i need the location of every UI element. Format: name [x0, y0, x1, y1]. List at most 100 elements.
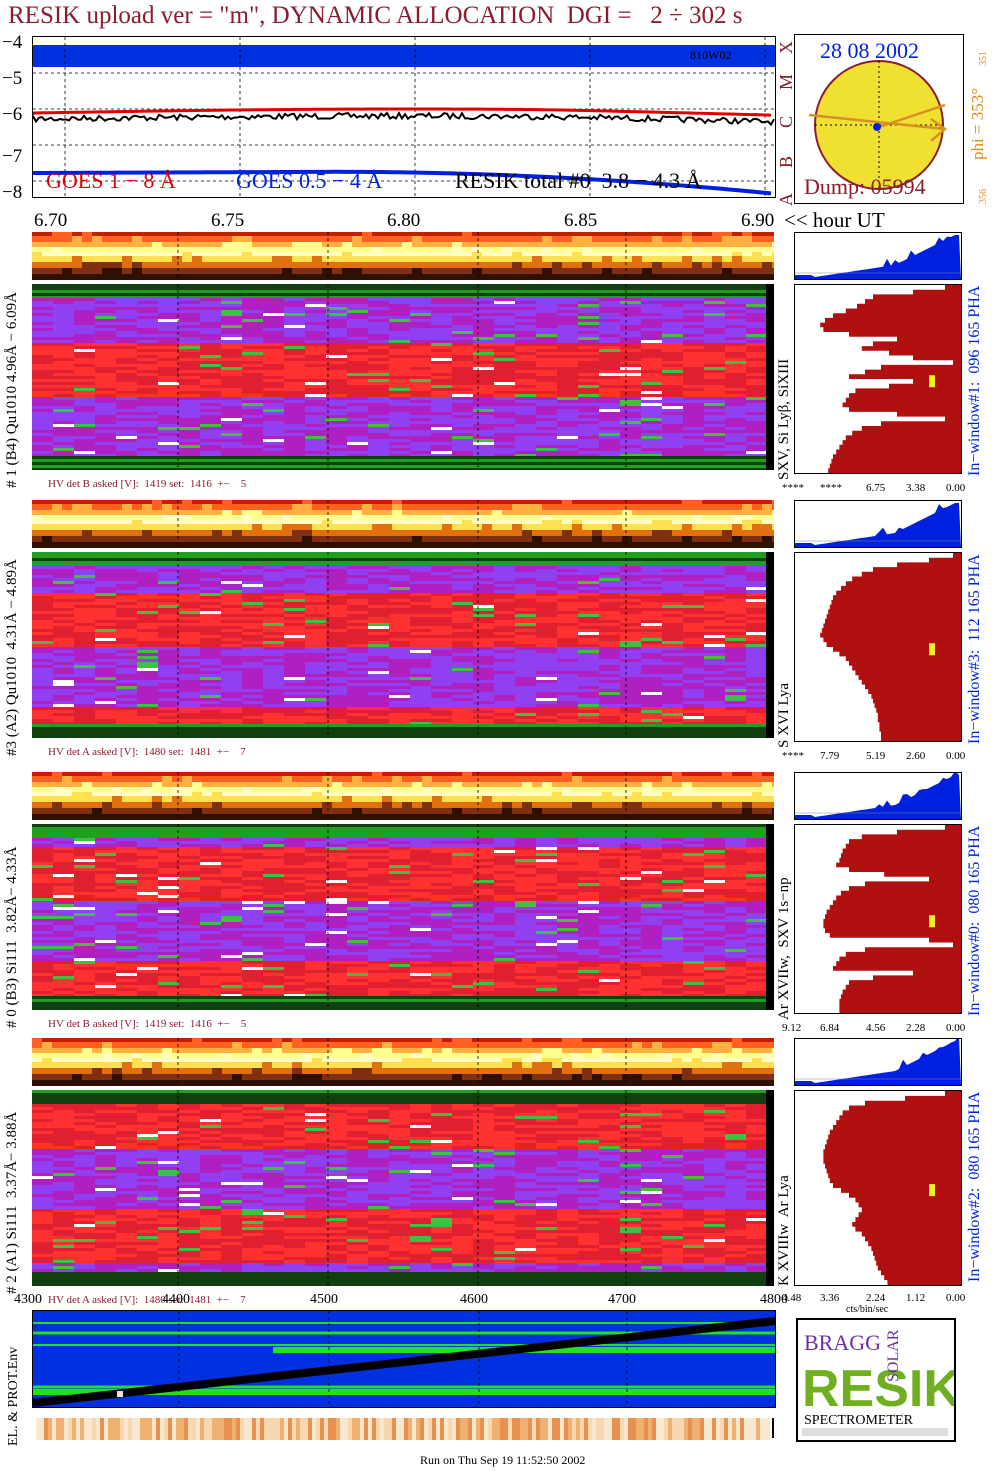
time-tick: 6.80 [387, 210, 420, 232]
hv-status: HV det B asked [V]: 1419 set: 1416 +− 5 [48, 478, 246, 490]
spectrum-strip [32, 232, 774, 280]
profile-area [820, 285, 961, 473]
env-x-tick: 4500 [310, 1292, 338, 1308]
profile-scale-tick: 3.38 [906, 482, 925, 494]
profile-scale-tick: 4.56 [866, 1022, 885, 1034]
goes-y-tick: −6 [2, 104, 22, 126]
profile-scale-tick: 0.00 [946, 750, 965, 762]
spectrogram [32, 284, 774, 470]
profile-scale-tick: 2.24 [866, 1292, 885, 1304]
window-marker [929, 375, 935, 387]
env-x-tick: 4300 [14, 1292, 42, 1308]
window-marker [929, 1184, 935, 1196]
profile-scale-tick: 0.00 [946, 482, 965, 494]
channel-label: #3 (A2) Qu1010 4.31Å − 4.89Å [4, 559, 21, 756]
goes-y-tick: −8 [2, 182, 22, 204]
profile-scale-tick: 0.00 [946, 1022, 965, 1034]
logo-solar-text: SOLAR [885, 1329, 902, 1382]
spectral-lines-label: Ar XVIIw, SXV 1s−np [776, 877, 793, 1020]
time-tick: 6.75 [211, 210, 244, 232]
hv-status: HV det A asked [V]: 1480 set: 1481 +− 7 [48, 746, 246, 758]
spectrogram [32, 1090, 774, 1286]
spectrum-profile [794, 1090, 962, 1286]
pha-histogram [794, 500, 962, 548]
observation-date: 28 08 2002 [820, 38, 919, 64]
channel-label: # 0 (B3) Si111 3.82Å− 4.33Å [4, 846, 21, 1028]
phi-top-value: 351 [978, 51, 989, 66]
goes-y-tick: −4 [2, 32, 22, 54]
goes-band [33, 45, 775, 67]
spectrum-strip [32, 500, 774, 548]
env-x-tick: 4800 [760, 1292, 788, 1308]
profile-area [823, 1091, 961, 1285]
phi-angle: phi = 353° [968, 88, 988, 160]
time-tick: 6.85 [564, 210, 597, 232]
profile-scale-tick: **** [820, 482, 842, 494]
spectrum-profile [794, 824, 962, 1014]
channel-label: # 2 (A1) Si111 3.37Å− 3.88Å [4, 1112, 21, 1294]
hv-status: HV det B asked [V]: 1419 set: 1416 +− 5 [48, 1018, 246, 1030]
window-marker [929, 643, 935, 655]
run-timestamp: Run on Thu Sep 19 11:52:50 2002 [420, 1453, 585, 1468]
profile-scale-tick: 2.28 [906, 1022, 925, 1034]
env-plot [32, 1310, 776, 1408]
spectral-lines-label: S XVI Lya [776, 683, 793, 748]
time-tick: 6.90 [741, 210, 774, 232]
env-strip [36, 1418, 770, 1440]
legend-goes-1-8: GOES 1 − 8 Å [46, 168, 176, 194]
env-rates-chart [33, 1311, 775, 1407]
env-axis-label: EL. & PROT.Env [6, 1347, 22, 1446]
time-unit-label: << hour UT [784, 208, 885, 233]
profile-scale-tick: 9.12 [782, 1022, 801, 1034]
spectrum-strip [32, 772, 774, 820]
env-x-tick: 4600 [460, 1292, 488, 1308]
hv-status: HV det A asked [V]: 1480 set: 1481 +− 7 [48, 1294, 246, 1306]
env-x-tick: 4400 [162, 1292, 190, 1308]
logo-small-text: BRAGG [804, 1330, 881, 1355]
window-label: In−window#1: 096 165 PHA [966, 286, 984, 476]
window-label: In−window#0: 080 165 PHA [966, 826, 984, 1016]
spectral-lines-label: K XVIIIw Ar Lya [776, 1175, 793, 1286]
resik-logo: BRAGG RESIK SOLAR SPECTROMETER [796, 1318, 956, 1442]
window-marker [929, 915, 935, 927]
spectrum-profile [794, 552, 962, 742]
logo-letters: RESIK [802, 1360, 954, 1418]
legend-resik-total: RESIK total #0 3.8 − 4.3 Å [455, 168, 701, 194]
spectrogram [32, 552, 774, 738]
profile-scale-tick: 1.12 [906, 1292, 925, 1304]
time-tick: 6.70 [34, 210, 67, 232]
goes-y-tick: −5 [2, 68, 22, 90]
window-label: In−window#3: 112 165 PHA [966, 554, 984, 744]
profile-scale-tick: 5.19 [866, 750, 885, 762]
pha-histogram [794, 772, 962, 820]
channel-label: # 1 (B4) Qu1010 4.96Å − 6.09Å [4, 292, 21, 488]
window-label: In−window#2: 080 165 PHA [966, 1092, 984, 1282]
profile-area [823, 825, 961, 1013]
env-x-tick: 4700 [608, 1292, 636, 1308]
spectral-lines-label: SXV, Si Lyβ, SiXIII [776, 359, 793, 480]
pha-histogram [794, 232, 962, 280]
profile-area [820, 553, 961, 741]
profile-scale-tick: 6.75 [866, 482, 885, 494]
goes-1-8-curve [33, 109, 771, 115]
phi-bottom-value: 356 [978, 189, 989, 204]
profile-scale-tick: 0.00 [946, 1292, 965, 1304]
profile-scale-tick: 3.36 [820, 1292, 839, 1304]
profile-scale-tick: 6.84 [820, 1022, 839, 1034]
cts-unit-label: cts/bin/sec [846, 1304, 888, 1315]
spectrogram [32, 824, 774, 1010]
page-title: RESIK upload ver = "m", DYNAMIC ALLOCATI… [8, 2, 743, 30]
profile-scale-tick: 7.79 [820, 750, 839, 762]
goes-y-tick: −7 [2, 146, 22, 168]
spectrum-profile [794, 284, 962, 474]
dump-number: Dump: 05994 [804, 174, 926, 200]
goes-marker-label: 810W02 [690, 48, 731, 63]
pointing-dot [873, 123, 881, 131]
profile-scale-tick: **** [782, 482, 804, 494]
legend-goes-0.5-4: GOES 0.5 − 4 Å [236, 168, 382, 194]
logo-caption: SPECTROMETER [804, 1413, 914, 1428]
spectrum-strip [32, 1038, 774, 1086]
resik-total-curve [33, 113, 774, 125]
profile-scale-tick: **** [782, 750, 804, 762]
pha-histogram [794, 1038, 962, 1086]
